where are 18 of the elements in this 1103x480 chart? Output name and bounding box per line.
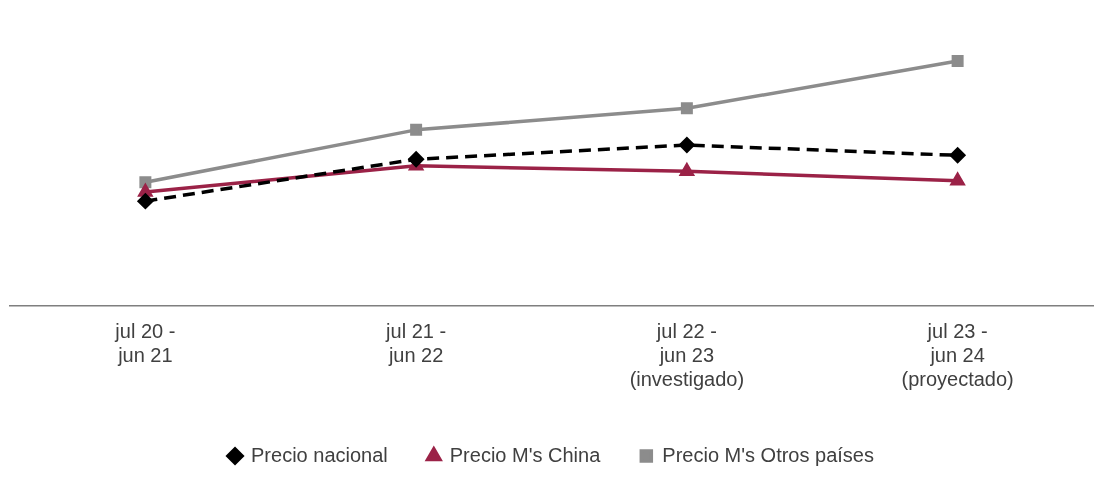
x-tick-label: jul 20 - jun 21 <box>114 319 176 366</box>
point <box>679 137 695 153</box>
point <box>408 151 424 167</box>
point <box>137 193 154 209</box>
legend-label: Precio M's Otros países <box>662 443 874 466</box>
point <box>951 55 964 67</box>
legend-label: Precio M's China <box>449 443 602 466</box>
x-tick-label: jul 21 - jun 22 <box>385 319 447 366</box>
point <box>138 184 153 197</box>
point <box>950 173 965 186</box>
point <box>410 123 423 136</box>
x-tick-label: jul 22 - jun 23 (investigado) <box>629 319 745 390</box>
point <box>949 147 966 164</box>
legend-label: Precio nacional <box>251 443 388 466</box>
point <box>680 102 693 115</box>
x-tick-label: jul 23 - jun 24 (proyectado) <box>901 319 1014 390</box>
point <box>139 176 152 189</box>
point <box>679 163 694 176</box>
